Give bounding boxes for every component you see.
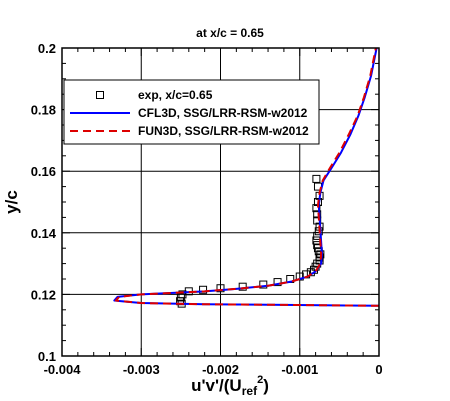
tick-labels: -0.004 -0.003 -0.002 -0.001 0 0.1 0.12 0.14 0.16…: [31, 41, 383, 377]
legend: exp, x/c=0.65 CFL3D, SSG/LRR-RSM-w2012 F…: [63, 79, 320, 145]
x-axis-title-superscript: 2: [257, 374, 263, 386]
x-axis-title-subscript: ref: [242, 384, 258, 398]
exp-marker: [199, 285, 208, 294]
exp-marker: [238, 282, 247, 291]
exp-marker: [312, 174, 321, 183]
y-tick-label: 0.12: [31, 287, 56, 302]
x-tick-label: -0.004: [44, 362, 82, 377]
x-tick-label: 0: [375, 362, 382, 377]
legend-marker-exp: [96, 91, 104, 99]
x-tick-label: -0.003: [123, 362, 160, 377]
x-axis-title-close: ): [263, 376, 269, 395]
exp-marker: [216, 284, 225, 293]
y-tick-label: 0.16: [31, 164, 56, 179]
x-tick-label: -0.002: [202, 362, 239, 377]
y-tick-label: 0.14: [31, 226, 57, 241]
x-tick-label: -0.001: [281, 362, 318, 377]
legend-item-exp: exp, x/c=0.65: [96, 88, 213, 102]
series-layer: [113, 47, 380, 308]
series-line-2: [114, 47, 380, 307]
y-tick-label: 0.1: [38, 349, 56, 364]
x-axis-title-base: u'v'/(U: [191, 376, 242, 395]
exp-marker: [259, 280, 268, 289]
exp-marker: [273, 278, 282, 287]
chart-title: at x/c = 0.65: [196, 26, 264, 40]
legend-label-fun3d: FUN3D, SSG/LRR-RSM-w2012: [138, 124, 309, 138]
legend-label-cfl3d: CFL3D, SSG/LRR-RSM-w2012: [138, 106, 308, 120]
legend-label-exp: exp, x/c=0.65: [138, 88, 213, 102]
axes-frame: [61, 47, 380, 357]
legend-item-fun3d: FUN3D, SSG/LRR-RSM-w2012: [70, 124, 309, 138]
legend-item-cfl3d: CFL3D, SSG/LRR-RSM-w2012: [70, 106, 308, 120]
exp-marker: [313, 210, 322, 219]
y-tick-label: 0.2: [38, 41, 56, 56]
x-axis-title: u'v'/(Uref2): [191, 374, 269, 398]
y-axis-title: y/c: [2, 190, 21, 214]
y-tick-label: 0.18: [31, 103, 56, 118]
